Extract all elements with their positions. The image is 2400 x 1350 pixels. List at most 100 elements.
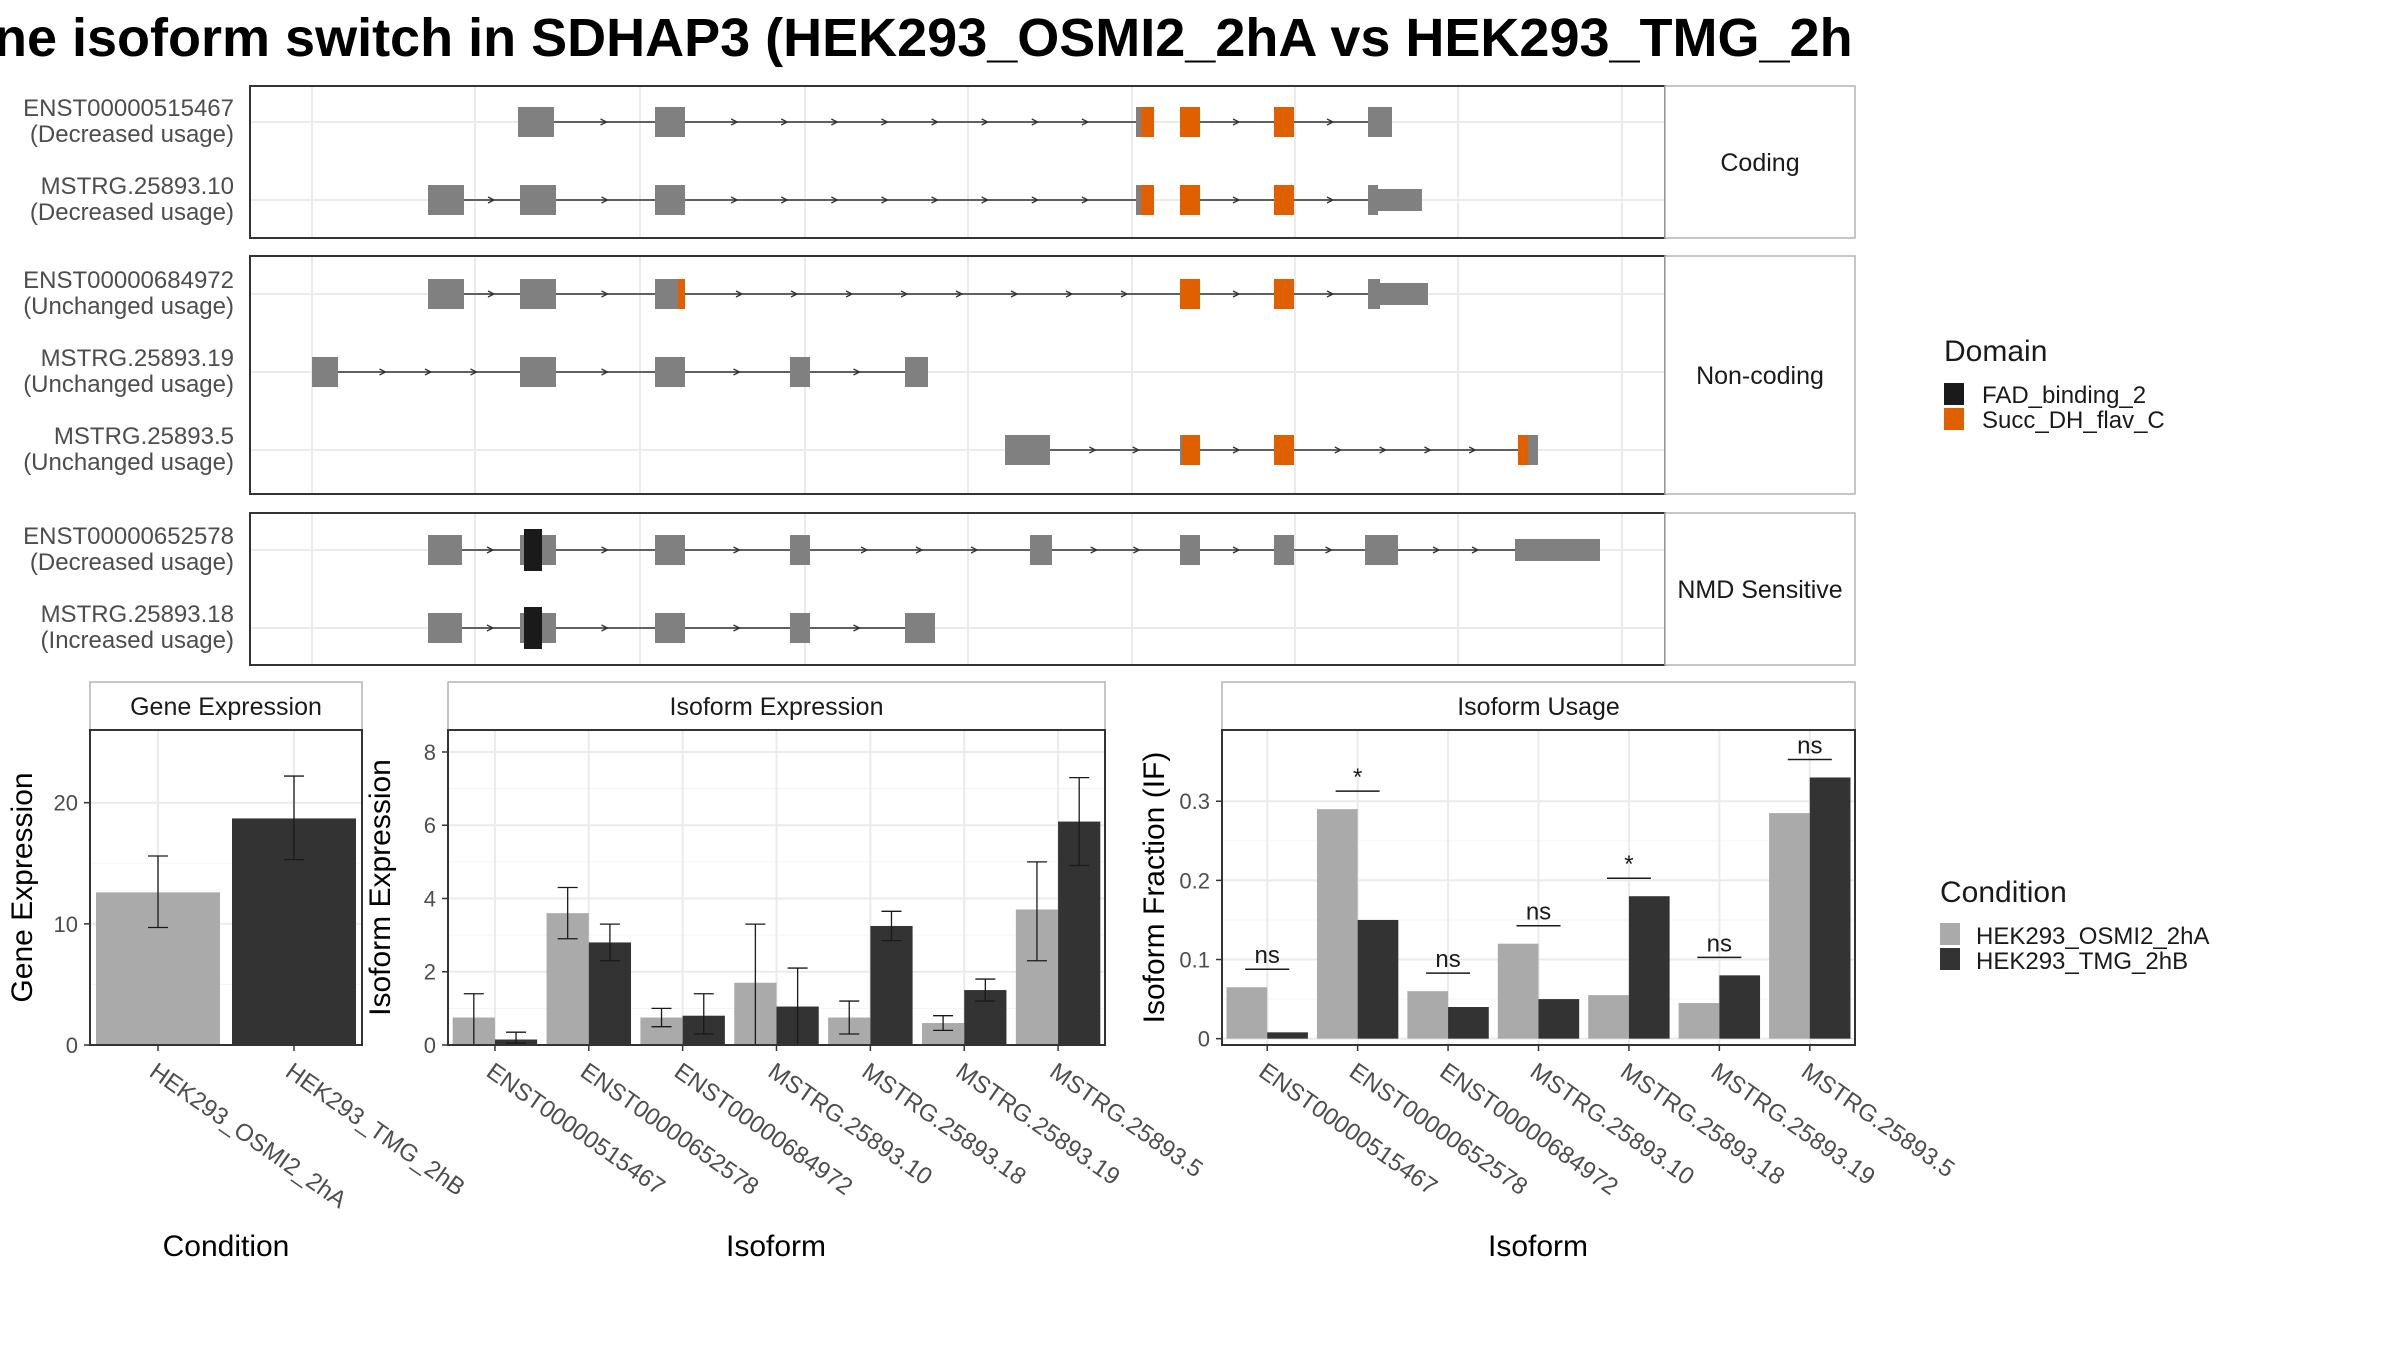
x-tick-label: MSTRG.25893.10 <box>763 1058 937 1191</box>
chart-strip <box>1221 681 1856 731</box>
x-tick-label: MSTRG.25893.5 <box>1796 1058 1959 1183</box>
condition-legend-label-b: HEK293_TMG_2hB <box>1976 948 2188 975</box>
structure-strip <box>1664 85 1856 239</box>
chart-strip <box>447 681 1106 731</box>
exon-block <box>428 279 464 309</box>
significance-label: ns <box>1707 930 1732 957</box>
exon-block <box>655 107 685 137</box>
condition-legend-title: Condition <box>1940 876 2067 909</box>
intron-arrow <box>780 196 789 204</box>
chart-x-axis-title: Isoform <box>1488 1230 1588 1263</box>
intron-arrow <box>1468 446 1477 454</box>
intron-arrow <box>1010 290 1019 298</box>
exon-block <box>1515 539 1600 561</box>
intron-arrow <box>1232 118 1241 126</box>
transcript-name-label: MSTRG.25893.19 <box>41 345 234 372</box>
structure-plot-background <box>250 513 1665 665</box>
chart-bar <box>1719 975 1761 1039</box>
transcript-name-label: MSTRG.25893.5 <box>54 423 234 450</box>
chart-bar <box>870 925 913 1045</box>
condition-legend-swatch-b <box>1940 948 1960 970</box>
exon-block <box>1370 107 1392 137</box>
domain-succ-dh-flav-c <box>1518 435 1528 465</box>
intron-arrow <box>853 624 861 632</box>
intron-arrow <box>601 368 609 376</box>
exon-block <box>520 357 556 387</box>
transcript-row: ENST00000652578(Decreased usage) <box>23 523 1600 576</box>
exon-block <box>520 185 556 215</box>
chart-bar <box>1267 1032 1308 1039</box>
significance-label: ns <box>1797 732 1822 759</box>
domain-succ-dh-flav-c <box>1180 107 1200 137</box>
y-tick-label: 4 <box>424 886 436 911</box>
domain-succ-dh-flav-c <box>1141 107 1154 137</box>
intron-arrow <box>1232 196 1241 204</box>
intron-arrow <box>424 368 433 376</box>
intron-arrow <box>733 624 741 632</box>
chart-bar <box>1407 991 1449 1039</box>
exon-block <box>670 613 685 643</box>
condition-legend-swatch-a <box>1940 923 1960 945</box>
domain-succ-dh-flav-c <box>1274 107 1294 137</box>
domain-legend-swatch-fad <box>1944 383 1964 405</box>
domain-fad-binding-2 <box>524 529 542 571</box>
expression-charts: Gene Expression01020HEK293_OSMI2_2hAHEK2… <box>6 681 1959 1263</box>
transcript-row: ENST00000684972(Unchanged usage) <box>23 267 1428 320</box>
intron-arrow <box>1089 446 1097 454</box>
intron-arrow <box>1090 546 1099 554</box>
condition-legend: Condition HEK293_OSMI2_2hA HEK293_TMG_2h… <box>1940 876 2209 975</box>
domain-succ-dh-flav-c <box>1141 185 1154 215</box>
intron-arrow <box>1133 546 1141 554</box>
exon-block <box>1380 283 1428 305</box>
y-tick-label: 20 <box>54 791 78 816</box>
exon-block <box>428 185 464 215</box>
transcript-usage-label: (Unchanged usage) <box>23 371 234 398</box>
intron-arrow <box>733 368 741 376</box>
significance-label: ns <box>1255 942 1280 969</box>
intron-arrow <box>601 624 609 632</box>
intron-arrow <box>600 118 608 126</box>
exon-block <box>1365 535 1398 565</box>
exon-block <box>1030 535 1052 565</box>
chart-isoform-usage: Isoform Usage00.10.20.3nsENST00000515467… <box>1138 681 1959 1263</box>
intron-arrow <box>1325 546 1333 554</box>
exon-block <box>1180 535 1200 565</box>
intron-arrow <box>470 368 478 376</box>
domain-succ-dh-flav-c <box>1180 185 1200 215</box>
domain-succ-dh-flav-c <box>1180 279 1200 309</box>
intron-arrow <box>931 196 940 204</box>
transcript-usage-label: (Unchanged usage) <box>23 449 234 476</box>
transcript-row: MSTRG.25893.18(Increased usage) <box>41 601 935 654</box>
intron-arrow <box>1081 196 1090 204</box>
exon-block <box>790 535 810 565</box>
chart-bar <box>1588 995 1629 1039</box>
x-tick-label: MSTRG.25893.18 <box>1615 1058 1789 1191</box>
structure-strip-label: NMD Sensitive <box>1677 576 1842 604</box>
exon-block <box>790 357 810 387</box>
intron-arrow <box>1471 546 1480 554</box>
chart-bar <box>1538 999 1580 1039</box>
intron-arrow <box>1065 290 1074 298</box>
transcript-name-label: ENST00000684972 <box>23 267 234 294</box>
domain-legend-label-fad: FAD_binding_2 <box>1982 382 2146 409</box>
chart-strip-title: Isoform Usage <box>1457 693 1620 721</box>
transcript-name-label: MSTRG.25893.18 <box>41 601 234 628</box>
exon-block <box>1005 435 1050 465</box>
transcript-name-label: ENST00000652578 <box>23 523 234 550</box>
intron-arrow <box>487 196 496 204</box>
intron-arrow <box>1031 196 1040 204</box>
exon-block <box>1274 535 1294 565</box>
domain-legend: Domain FAD_binding_2 Succ_DH_flav_C <box>1944 335 2165 434</box>
condition-legend-label-a: HEK293_OSMI2_2hA <box>1976 923 2209 950</box>
chart-strip <box>89 681 363 731</box>
chart-plot-border <box>447 729 1106 1046</box>
transcript-usage-label: (Decreased usage) <box>30 199 234 226</box>
structure-plot-background <box>250 86 1665 238</box>
intron-arrow <box>790 290 799 298</box>
transcript-row: MSTRG.25893.19(Unchanged usage) <box>23 345 928 398</box>
chart-y-axis-title: Isoform Fraction (IF) <box>1138 752 1171 1024</box>
intron-arrow <box>486 624 495 632</box>
exon-block <box>1378 189 1422 211</box>
intron-arrow <box>379 368 387 376</box>
